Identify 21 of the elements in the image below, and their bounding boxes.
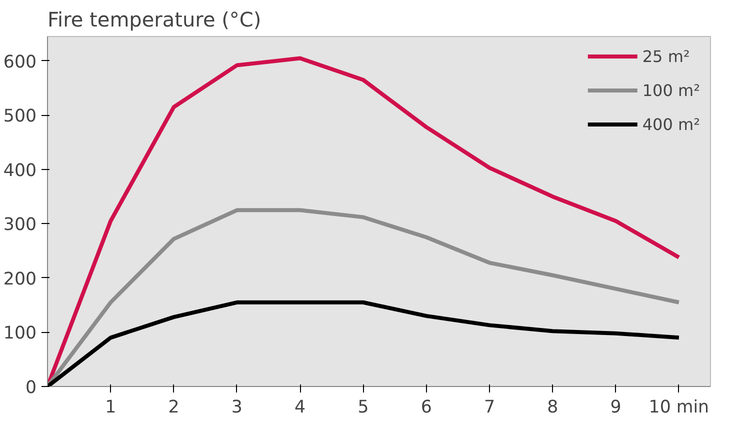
x-tick-label: 8 — [547, 398, 558, 418]
x-tick-label: 2 — [168, 398, 180, 418]
y-tick-label: 600 — [3, 52, 37, 72]
legend-label: 25 m² — [642, 46, 690, 66]
x-tick-label: 1 — [105, 398, 116, 418]
legend-label: 400 m² — [642, 114, 700, 134]
x-tick-label: 3 — [231, 398, 242, 418]
y-tick-label: 500 — [3, 106, 37, 127]
x-tick-label: 6 — [420, 398, 432, 418]
y-tick-label: 0 — [25, 378, 37, 398]
legend-label: 100 m² — [642, 80, 700, 100]
y-tick-label: 100 — [3, 324, 37, 344]
x-tick-label: 4 — [294, 398, 306, 418]
x-tick-label: 5 — [358, 398, 369, 418]
y-tick-label: 300 — [3, 215, 37, 236]
x-tick-label: 9 — [610, 398, 622, 418]
chart-title: Fire temperature (°C) — [48, 8, 262, 32]
y-tick-label: 200 — [3, 269, 37, 290]
x-tick-label: 10 min — [648, 398, 710, 418]
x-tick-label: 7 — [484, 398, 496, 418]
y-tick-label: 400 — [3, 160, 37, 181]
